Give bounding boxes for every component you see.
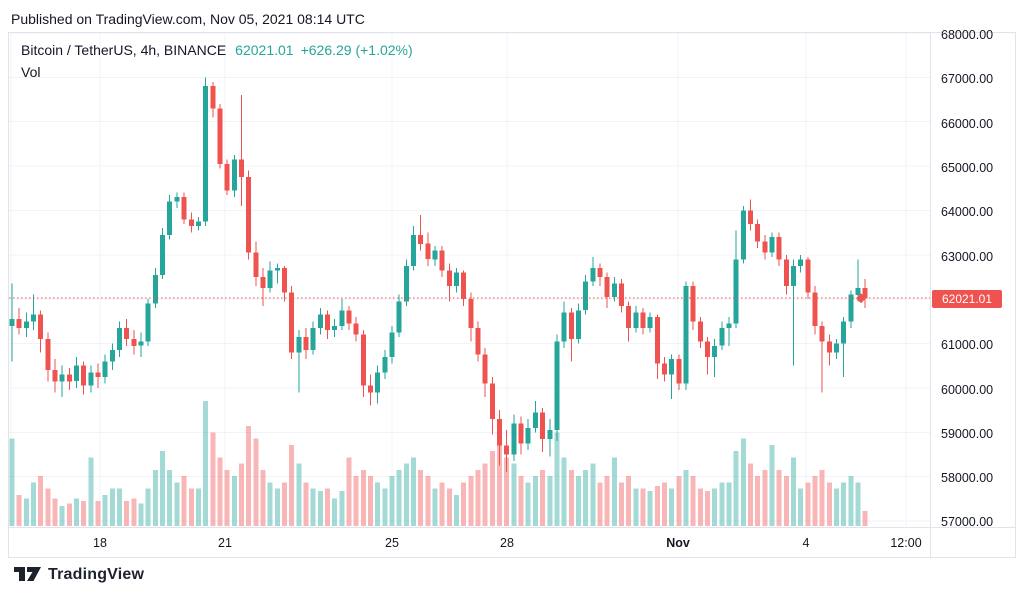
- price-axis-label: 66000.00: [941, 117, 994, 131]
- published-attribution: Published on TradingView.com, Nov 05, 20…: [11, 11, 365, 27]
- volume-pane-label[interactable]: Vol: [21, 64, 41, 80]
- price-axis-label: 63000.00: [941, 250, 994, 264]
- price-axis-label: 65000.00: [941, 161, 994, 175]
- legend-change: +626.29 (+1.02%): [300, 42, 413, 58]
- tradingview-logo-icon: [14, 567, 41, 581]
- tradingview-brand-text: TradingView: [48, 566, 145, 583]
- time-axis-label: 25: [385, 536, 399, 550]
- time-axis-label: 12:00: [890, 536, 922, 550]
- price-axis-label: 61000.00: [941, 338, 994, 352]
- time-axis-label: 4: [802, 536, 810, 550]
- price-axis-label: 59000.00: [941, 427, 994, 441]
- tradingview-brand[interactable]: TradingView: [14, 566, 144, 584]
- price-axis-label: 64000.00: [941, 205, 994, 219]
- price-axis-label: 57000.00: [941, 515, 994, 529]
- price-axis-label: 58000.00: [941, 471, 994, 485]
- last-price-tag: 62021.01: [932, 290, 1002, 308]
- last-price-marker: [856, 293, 866, 304]
- legend-last-price: 62021.01: [235, 42, 294, 58]
- time-axis-label-month: Nov: [666, 536, 690, 550]
- chart-legend: Bitcoin / TetherUS, 4h, BINANCE 62021.01 +…: [21, 42, 413, 80]
- price-axis-label: 60000.00: [941, 383, 994, 397]
- price-axis-label: 67000.00: [941, 72, 994, 86]
- time-axis-label: 18: [93, 536, 107, 550]
- price-axis-label: 68000.00: [941, 28, 994, 42]
- time-axis-label: 28: [500, 536, 514, 550]
- time-axis-label: 21: [218, 536, 232, 550]
- symbol-title[interactable]: Bitcoin / TetherUS, 4h, BINANCE: [21, 42, 227, 58]
